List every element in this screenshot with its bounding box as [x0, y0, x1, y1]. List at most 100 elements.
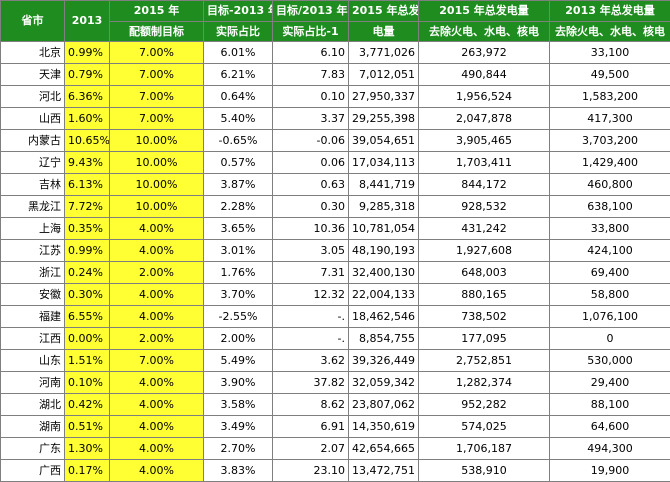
header-gap-line2: 实际占比 — [204, 22, 273, 42]
cell-ex-2015: 1,703,411 — [419, 152, 550, 174]
cell-province: 江苏 — [1, 240, 65, 262]
cell-ratio: -. — [273, 306, 349, 328]
cell-ex-2013: 1,429,400 — [550, 152, 670, 174]
cell-province: 内蒙古 — [1, 130, 65, 152]
cell-target-2015: 4.00% — [110, 460, 204, 482]
header-ex-2015-line2: 去除火电、水电、核电 — [419, 22, 550, 42]
header-ex-2013-line2: 去除火电、水电、核电 — [550, 22, 670, 42]
cell-province: 北京 — [1, 42, 65, 64]
cell-ex-2013: 0 — [550, 328, 670, 350]
cell-target-2015: 7.00% — [110, 108, 204, 130]
cell-ex-2015: 1,706,187 — [419, 438, 550, 460]
cell-ex-2015: 928,532 — [419, 196, 550, 218]
cell-total-2015: 23,807,062 — [349, 394, 419, 416]
cell-target-2015: 4.00% — [110, 438, 204, 460]
cell-ex-2013: 58,800 — [550, 284, 670, 306]
cell-gap: 3.87% — [204, 174, 273, 196]
cell-total-2015: 3,771,026 — [349, 42, 419, 64]
cell-ratio: 12.32 — [273, 284, 349, 306]
cell-province: 浙江 — [1, 262, 65, 284]
cell-ex-2015: 3,905,465 — [419, 130, 550, 152]
header-ex-2015-line1: 2015 年总发电量 — [419, 1, 550, 22]
header-total-2015-line2: 电量 — [349, 22, 419, 42]
cell-target-2015: 4.00% — [110, 218, 204, 240]
cell-ratio: -. — [273, 328, 349, 350]
cell-gap: 2.28% — [204, 196, 273, 218]
cell-ex-2013: 19,900 — [550, 460, 670, 482]
cell-ex-2015: 2,752,851 — [419, 350, 550, 372]
cell-ex-2013: 1,583,200 — [550, 86, 670, 108]
cell-total-2015: 8,854,755 — [349, 328, 419, 350]
cell-province: 黑龙江 — [1, 196, 65, 218]
cell-total-2015: 42,654,665 — [349, 438, 419, 460]
cell-rate-2013: 0.17% — [65, 460, 110, 482]
cell-ex-2015: 1,282,374 — [419, 372, 550, 394]
cell-target-2015: 4.00% — [110, 394, 204, 416]
cell-rate-2013: 0.35% — [65, 218, 110, 240]
header-target-2015-line1: 2015 年 — [110, 1, 204, 22]
cell-gap: 3.49% — [204, 416, 273, 438]
cell-gap: 3.90% — [204, 372, 273, 394]
cell-ex-2015: 574,025 — [419, 416, 550, 438]
header-ratio-line1: 目标/2013 年 — [273, 1, 349, 22]
cell-total-2015: 32,059,342 — [349, 372, 419, 394]
cell-target-2015: 7.00% — [110, 86, 204, 108]
cell-ex-2013: 638,100 — [550, 196, 670, 218]
cell-target-2015: 2.00% — [110, 328, 204, 350]
cell-ex-2015: 490,844 — [419, 64, 550, 86]
cell-rate-2013: 1.51% — [65, 350, 110, 372]
cell-total-2015: 27,950,337 — [349, 86, 419, 108]
cell-gap: 2.70% — [204, 438, 273, 460]
cell-rate-2013: 0.10% — [65, 372, 110, 394]
cell-ratio: 3.37 — [273, 108, 349, 130]
cell-ex-2013: 88,100 — [550, 394, 670, 416]
cell-ex-2015: 880,165 — [419, 284, 550, 306]
cell-total-2015: 18,462,546 — [349, 306, 419, 328]
header-ratio-line2: 实际占比-1 — [273, 22, 349, 42]
cell-ex-2013: 417,300 — [550, 108, 670, 130]
table-header: 省市 2013 2015 年 目标-2013 年 目标/2013 年 2015 … — [1, 1, 670, 42]
cell-total-2015: 9,285,318 — [349, 196, 419, 218]
cell-rate-2013: 0.00% — [65, 328, 110, 350]
cell-province: 河南 — [1, 372, 65, 394]
cell-gap: 3.65% — [204, 218, 273, 240]
cell-rate-2013: 0.99% — [65, 240, 110, 262]
cell-gap: 6.21% — [204, 64, 273, 86]
cell-ex-2013: 33,800 — [550, 218, 670, 240]
cell-gap: 0.57% — [204, 152, 273, 174]
cell-province: 江西 — [1, 328, 65, 350]
cell-ex-2013: 69,400 — [550, 262, 670, 284]
cell-ex-2013: 460,800 — [550, 174, 670, 196]
cell-rate-2013: 9.43% — [65, 152, 110, 174]
cell-ex-2013: 3,703,200 — [550, 130, 670, 152]
cell-target-2015: 7.00% — [110, 64, 204, 86]
cell-province: 福建 — [1, 306, 65, 328]
header-ex-2013-line1: 2013 年总发电量 — [550, 1, 670, 22]
cell-ratio: 8.62 — [273, 394, 349, 416]
cell-gap: 1.76% — [204, 262, 273, 284]
cell-province: 吉林 — [1, 174, 65, 196]
cell-total-2015: 7,012,051 — [349, 64, 419, 86]
cell-ratio: -0.06 — [273, 130, 349, 152]
cell-province: 山东 — [1, 350, 65, 372]
cell-ex-2015: 648,003 — [419, 262, 550, 284]
cell-target-2015: 4.00% — [110, 416, 204, 438]
cell-gap: 6.01% — [204, 42, 273, 64]
cell-ex-2015: 177,095 — [419, 328, 550, 350]
cell-total-2015: 32,400,130 — [349, 262, 419, 284]
cell-ratio: 0.06 — [273, 152, 349, 174]
cell-ratio: 3.62 — [273, 350, 349, 372]
cell-rate-2013: 6.13% — [65, 174, 110, 196]
cell-total-2015: 39,326,449 — [349, 350, 419, 372]
